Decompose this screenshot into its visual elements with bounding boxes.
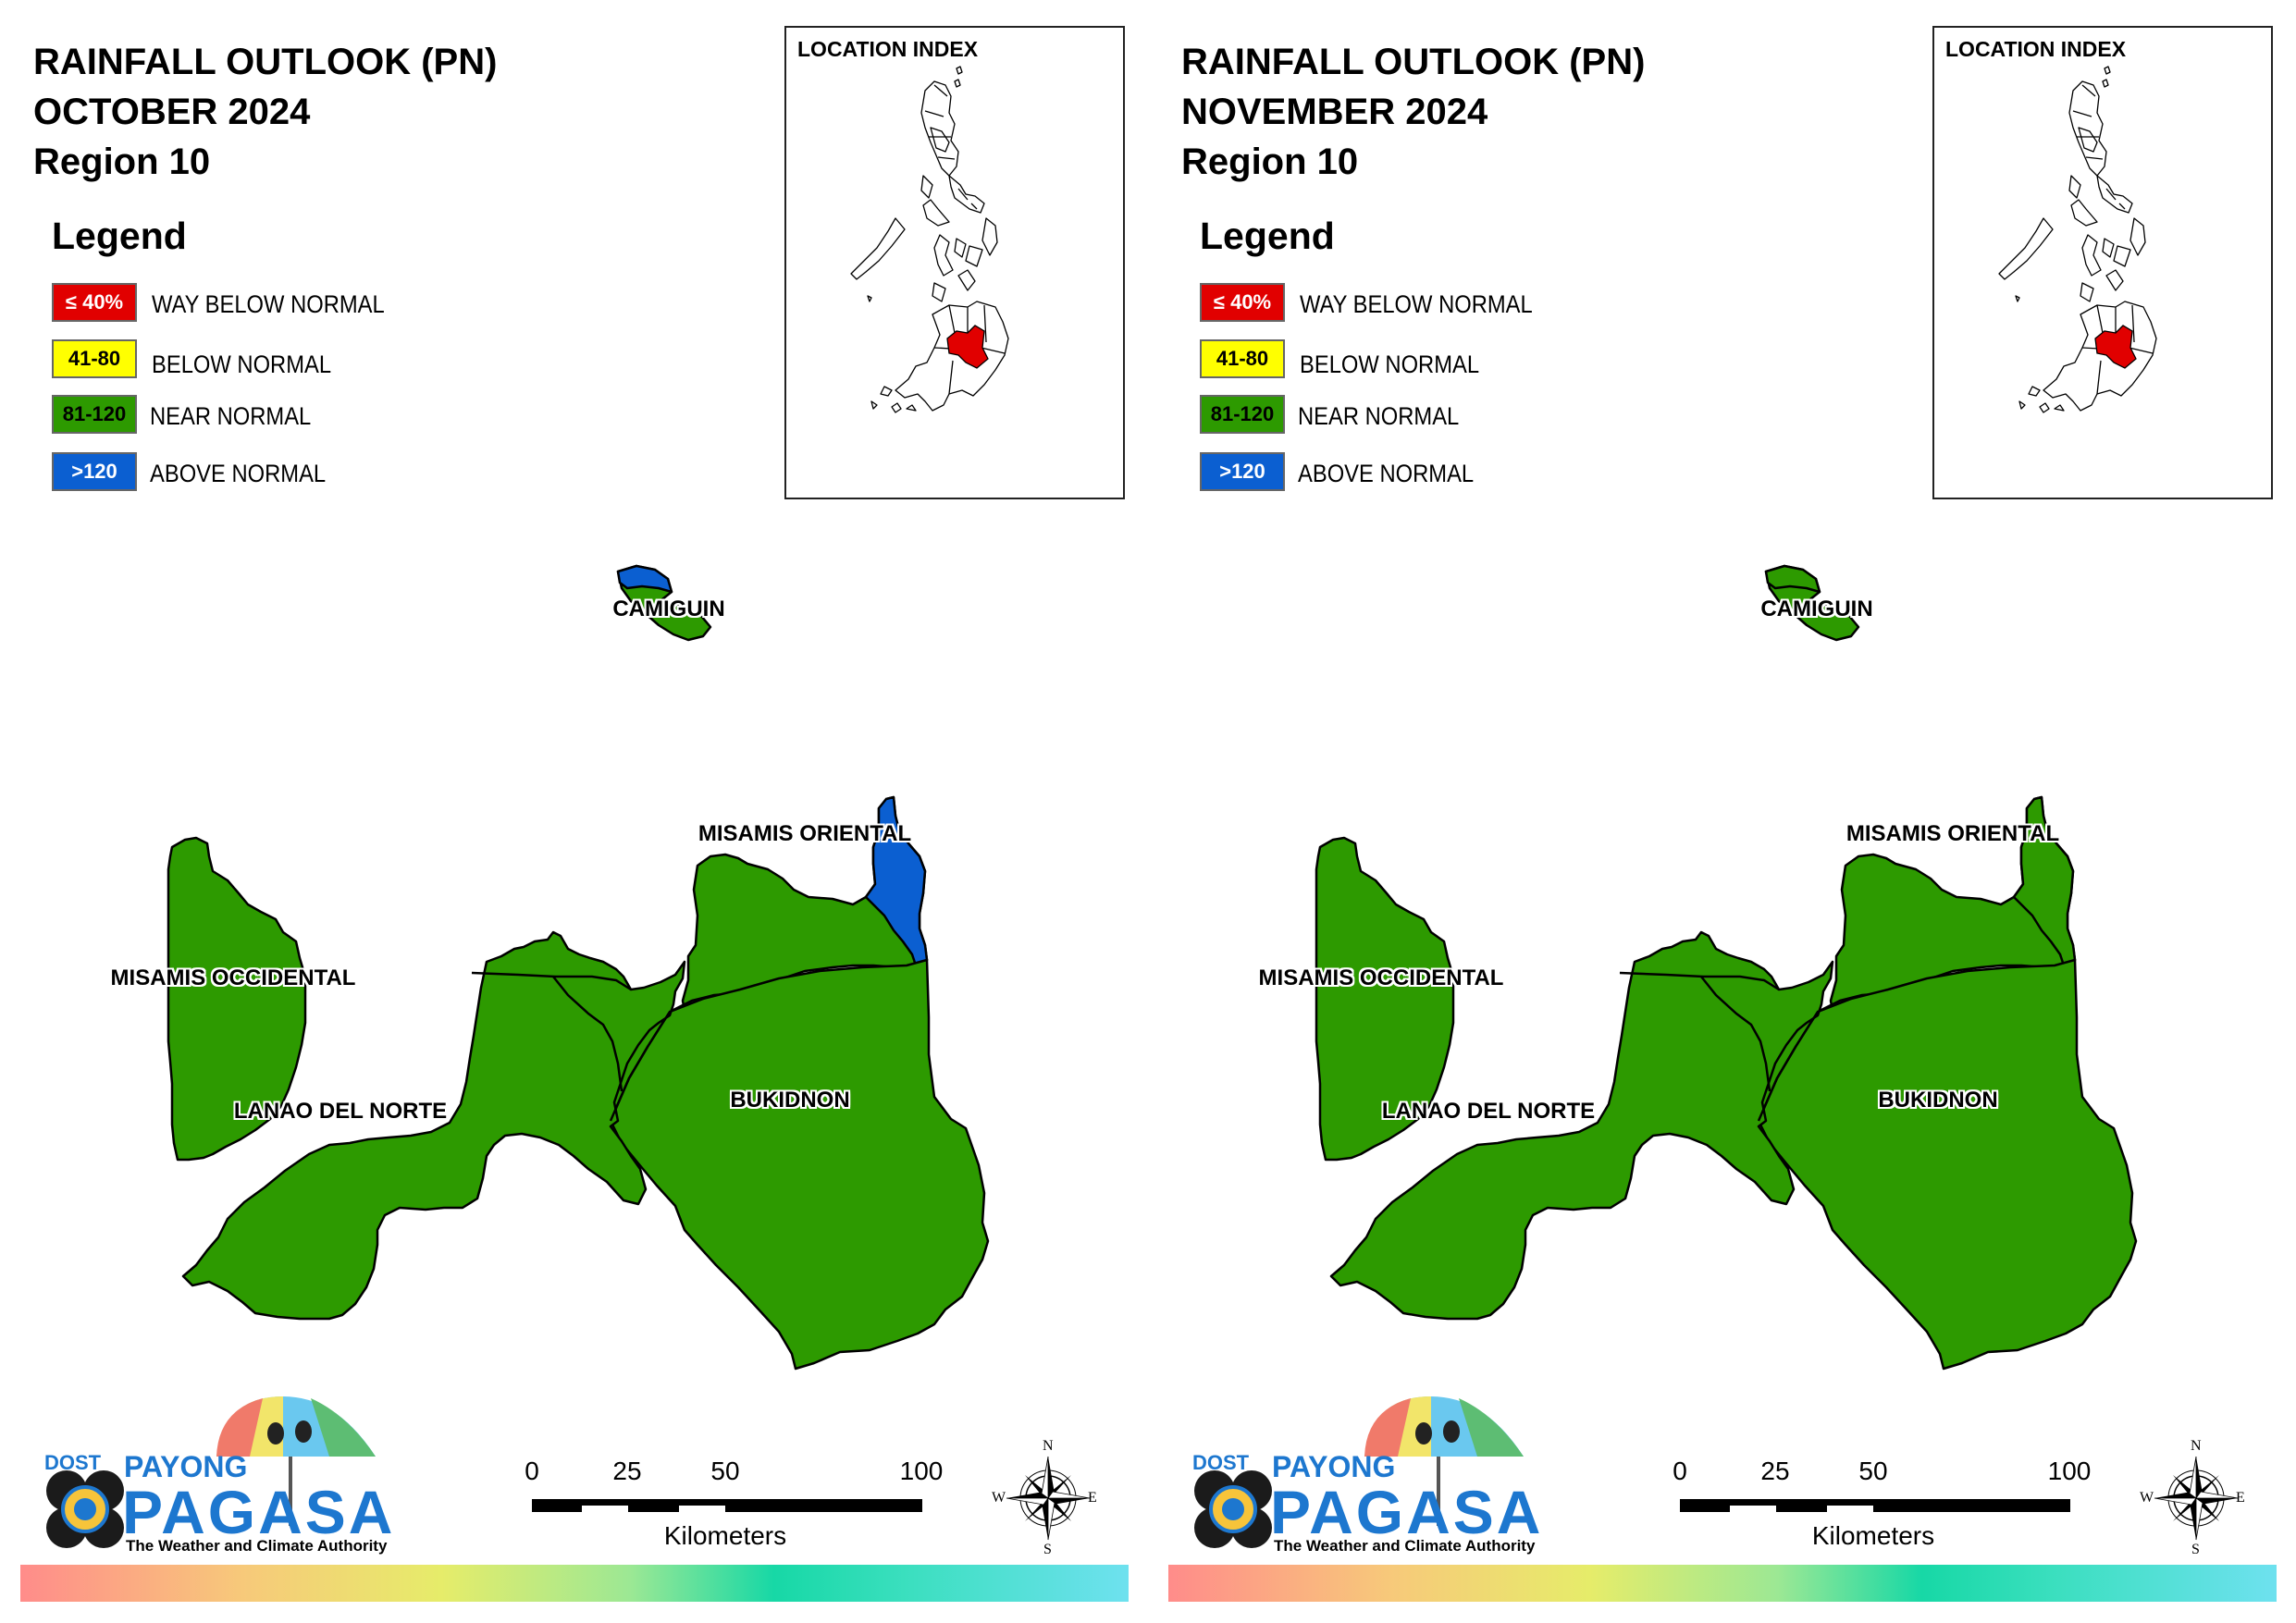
province-misamis-occidental bbox=[167, 836, 307, 1162]
legend-label: WAY BELOW NORMAL bbox=[1300, 290, 1533, 318]
legend-swatch: >120 bbox=[1200, 452, 1285, 491]
misamis-oriental-forecast-tip bbox=[864, 795, 929, 967]
scale-tick-100: 100 bbox=[2047, 1457, 2092, 1485]
legend-swatch: ≤ 40% bbox=[52, 283, 137, 322]
tagline: The Weather and Climate Authority bbox=[126, 1537, 388, 1555]
title-line-3: Region 10 bbox=[1181, 141, 1359, 182]
scale-tick-50: 50 bbox=[1858, 1457, 1888, 1485]
legend-swatch: 81-120 bbox=[1200, 395, 1285, 434]
compass-w: W bbox=[992, 1490, 1006, 1506]
legend-label: ABOVE NORMAL bbox=[150, 460, 327, 487]
scale-bar: 0 25 50 100 Kilometers bbox=[1673, 1457, 2091, 1550]
compass-e: E bbox=[1088, 1490, 1097, 1506]
label-misamis-occidental: MISAMIS OCCIDENTAL bbox=[1258, 965, 1504, 990]
scale-tick-25: 25 bbox=[1760, 1457, 1790, 1485]
scale-tick-0: 0 bbox=[525, 1457, 539, 1485]
legend-swatch: 41-80 bbox=[1200, 339, 1285, 378]
scale-bar: 0 25 50 100 Kilometers bbox=[525, 1457, 943, 1550]
title-line-1: RAINFALL OUTLOOK (PN) bbox=[1181, 42, 1646, 82]
pagasa-text: PAGASA bbox=[122, 1478, 396, 1546]
label-lanao-del-norte: LANAO DEL NORTE bbox=[1381, 1099, 1596, 1124]
title-line-2: NOVEMBER 2024 bbox=[1181, 92, 1488, 132]
camiguin-forecast-cap bbox=[1764, 564, 1821, 594]
umbrella-mascot-icon bbox=[46, 1396, 376, 1548]
province-lanao-del-norte bbox=[181, 930, 686, 1321]
tagline: The Weather and Climate Authority bbox=[1274, 1537, 1536, 1555]
scale-tick-50: 50 bbox=[710, 1457, 740, 1485]
location-index-title: LOCATION INDEX bbox=[797, 37, 979, 61]
philippines-locator-map bbox=[1998, 66, 2157, 413]
province-bukidnon bbox=[609, 958, 990, 1371]
map-title: RAINFALL OUTLOOK (PN) OCTOBER 2024 Regio… bbox=[33, 37, 497, 187]
scale-tick-25: 25 bbox=[612, 1457, 642, 1485]
payong-pagasa-logo: DOST PAYONG PAGASA The Weather and Clima… bbox=[33, 1387, 403, 1572]
label-misamis-occidental: MISAMIS OCCIDENTAL bbox=[110, 965, 356, 990]
label-bukidnon: BUKIDNON bbox=[1878, 1088, 1998, 1113]
north-arrow: N S E W bbox=[2140, 1438, 2247, 1558]
legend-swatch: ≤ 40% bbox=[1200, 283, 1285, 322]
dost-text: DOST bbox=[1192, 1451, 1250, 1474]
label-misamis-oriental: MISAMIS ORIENTAL bbox=[1845, 821, 2060, 846]
compass-e: E bbox=[2236, 1490, 2245, 1506]
scale-tick-0: 0 bbox=[1673, 1457, 1687, 1485]
compass-n: N bbox=[1043, 1438, 1054, 1454]
scale-tick-100: 100 bbox=[899, 1457, 944, 1485]
label-camiguin: CAMIGUIN bbox=[612, 596, 725, 621]
compass-s: S bbox=[2191, 1542, 2200, 1557]
payong-text: PAYONG bbox=[1272, 1450, 1396, 1483]
scale-bar-graphic bbox=[1680, 1499, 2070, 1512]
philippines-locator-map bbox=[850, 66, 1009, 413]
title-line-2: OCTOBER 2024 bbox=[33, 92, 311, 132]
legend-swatch: >120 bbox=[52, 452, 137, 491]
label-bukidnon: BUKIDNON bbox=[730, 1088, 850, 1113]
camiguin-forecast-cap bbox=[616, 564, 673, 594]
location-index-title: LOCATION INDEX bbox=[1945, 37, 2127, 61]
label-misamis-oriental: MISAMIS ORIENTAL bbox=[697, 821, 912, 846]
title-line-3: Region 10 bbox=[33, 141, 211, 182]
legend-label: BELOW NORMAL bbox=[1300, 350, 1480, 378]
outlook-panel-october: RAINFALL OUTLOOK (PN) OCTOBER 2024 Regio… bbox=[20, 26, 1129, 1602]
location-index-inset: LOCATION INDEX bbox=[784, 26, 1125, 499]
scale-unit: Kilometers bbox=[1811, 1521, 1935, 1550]
title-line-1: RAINFALL OUTLOOK (PN) bbox=[33, 42, 498, 82]
legend-label: NEAR NORMAL bbox=[150, 402, 312, 430]
label-lanao-del-norte: LANAO DEL NORTE bbox=[233, 1099, 448, 1124]
compass-rose-icon bbox=[2154, 1456, 2239, 1541]
region-10-highlight bbox=[946, 325, 989, 369]
province-lanao-del-norte bbox=[1329, 930, 1834, 1321]
legend-swatch: 41-80 bbox=[52, 339, 137, 378]
color-gradient-footer bbox=[20, 1565, 1129, 1602]
legend-heading: Legend bbox=[52, 215, 187, 257]
pagasa-text: PAGASA bbox=[1270, 1478, 1544, 1546]
compass-s: S bbox=[1043, 1542, 1052, 1557]
province-misamis-occidental bbox=[1315, 836, 1455, 1162]
legend-label: WAY BELOW NORMAL bbox=[152, 290, 385, 318]
payong-text: PAYONG bbox=[124, 1450, 248, 1483]
region-10-map bbox=[167, 564, 990, 1371]
region-10-highlight bbox=[2094, 325, 2137, 369]
payong-pagasa-logo: DOST PAYONG PAGASA The Weather and Clima… bbox=[1181, 1387, 1551, 1572]
label-camiguin: CAMIGUIN bbox=[1760, 596, 1873, 621]
dost-text: DOST bbox=[44, 1451, 102, 1474]
misamis-oriental-forecast-tip bbox=[2012, 795, 2077, 967]
legend-label: NEAR NORMAL bbox=[1298, 402, 1460, 430]
legend-label: BELOW NORMAL bbox=[152, 350, 332, 378]
legend-label: ABOVE NORMAL bbox=[1298, 460, 1475, 487]
scale-bar-graphic bbox=[532, 1499, 922, 1512]
map-title: RAINFALL OUTLOOK (PN) NOVEMBER 2024 Regi… bbox=[1181, 37, 1645, 187]
compass-w: W bbox=[2140, 1490, 2154, 1506]
compass-n: N bbox=[2191, 1438, 2202, 1454]
north-arrow: N S E W bbox=[992, 1438, 1099, 1558]
province-bukidnon bbox=[1757, 958, 2138, 1371]
scale-unit: Kilometers bbox=[663, 1521, 787, 1550]
compass-rose-icon bbox=[1006, 1456, 1091, 1541]
legend-heading: Legend bbox=[1200, 215, 1335, 257]
region-10-map bbox=[1315, 564, 2138, 1371]
color-gradient-footer bbox=[1168, 1565, 2277, 1602]
umbrella-mascot-icon bbox=[1194, 1396, 1524, 1548]
outlook-panel-november: RAINFALL OUTLOOK (PN) NOVEMBER 2024 Regi… bbox=[1148, 0, 2296, 1623]
legend-swatch: 81-120 bbox=[52, 395, 137, 434]
location-index-inset: LOCATION INDEX bbox=[1932, 26, 2273, 499]
